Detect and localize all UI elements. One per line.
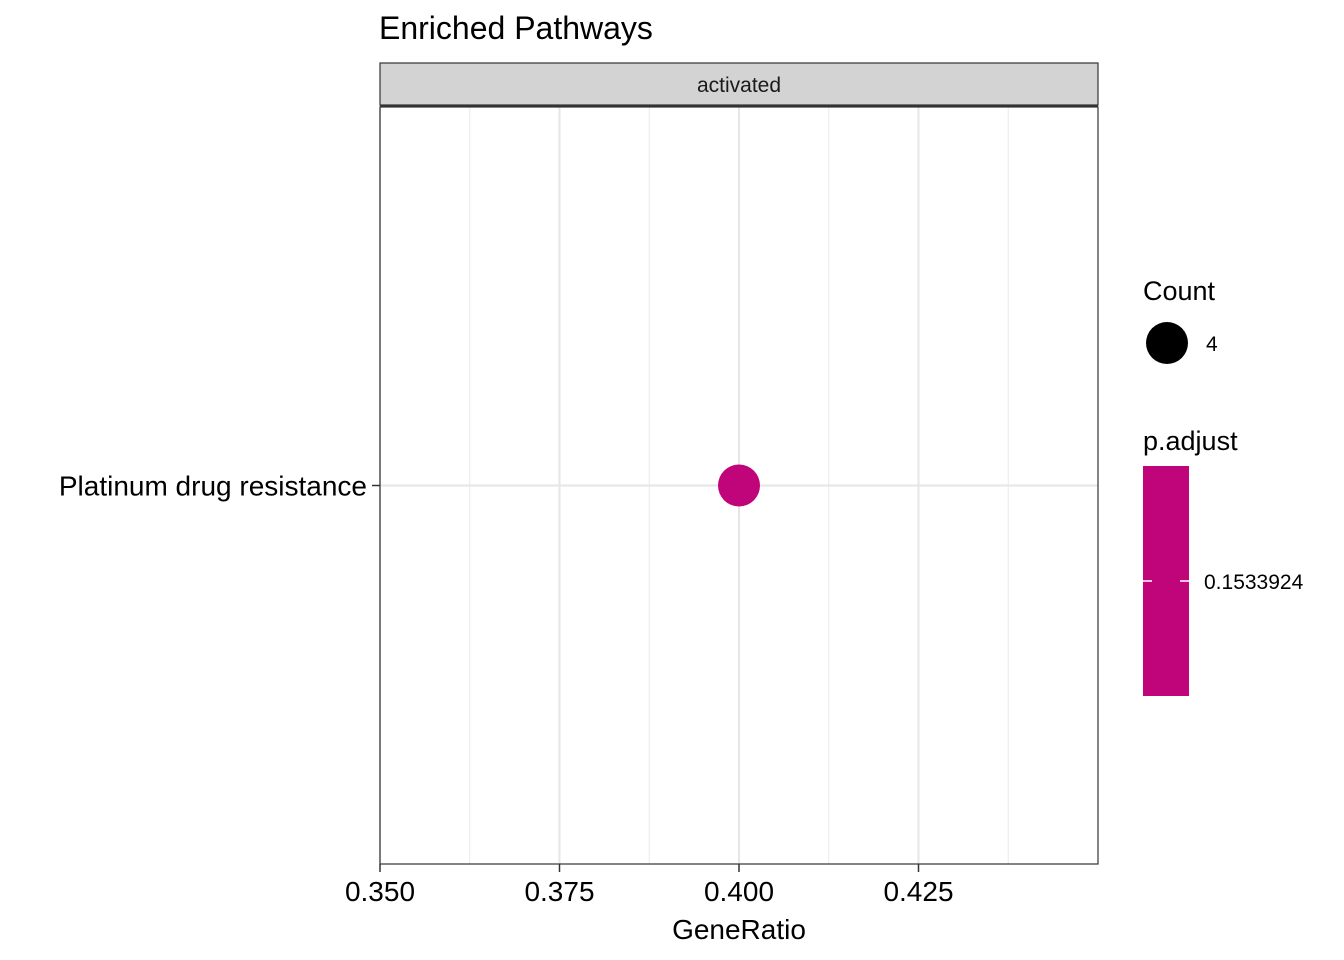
count-legend-key xyxy=(1146,322,1188,364)
facet-strip xyxy=(379,62,1099,106)
colorbar-tick-label: 0.1533924 xyxy=(1204,571,1304,594)
p-adjust-colorbar-ticks: 0.1533924 xyxy=(1143,571,1304,594)
x-axis: 0.350 0.375 0.400 0.425 xyxy=(345,864,954,907)
x-axis-tick-label: 0.350 xyxy=(345,876,415,907)
data-points xyxy=(718,464,760,507)
data-point xyxy=(718,464,760,507)
count-legend: Count 4 xyxy=(1143,276,1218,364)
y-axis: Platinum drug resistance xyxy=(59,471,380,502)
x-axis-tick-label: 0.400 xyxy=(704,876,774,907)
count-legend-label: 4 xyxy=(1206,333,1218,356)
x-axis-title: GeneRatio xyxy=(672,914,806,945)
p-adjust-legend: p.adjust 0.1533924 xyxy=(1143,426,1304,696)
facet-strip-label: activated xyxy=(697,74,781,97)
x-axis-tick-label: 0.425 xyxy=(883,876,953,907)
count-legend-entries: 4 xyxy=(1146,322,1218,364)
chart-title: Enriched Pathways xyxy=(379,10,653,46)
count-legend-title: Count xyxy=(1143,276,1216,306)
p-adjust-legend-title: p.adjust xyxy=(1143,426,1238,456)
y-axis-tick-label: Platinum drug resistance xyxy=(59,471,367,502)
x-axis-tick-label: 0.375 xyxy=(524,876,594,907)
